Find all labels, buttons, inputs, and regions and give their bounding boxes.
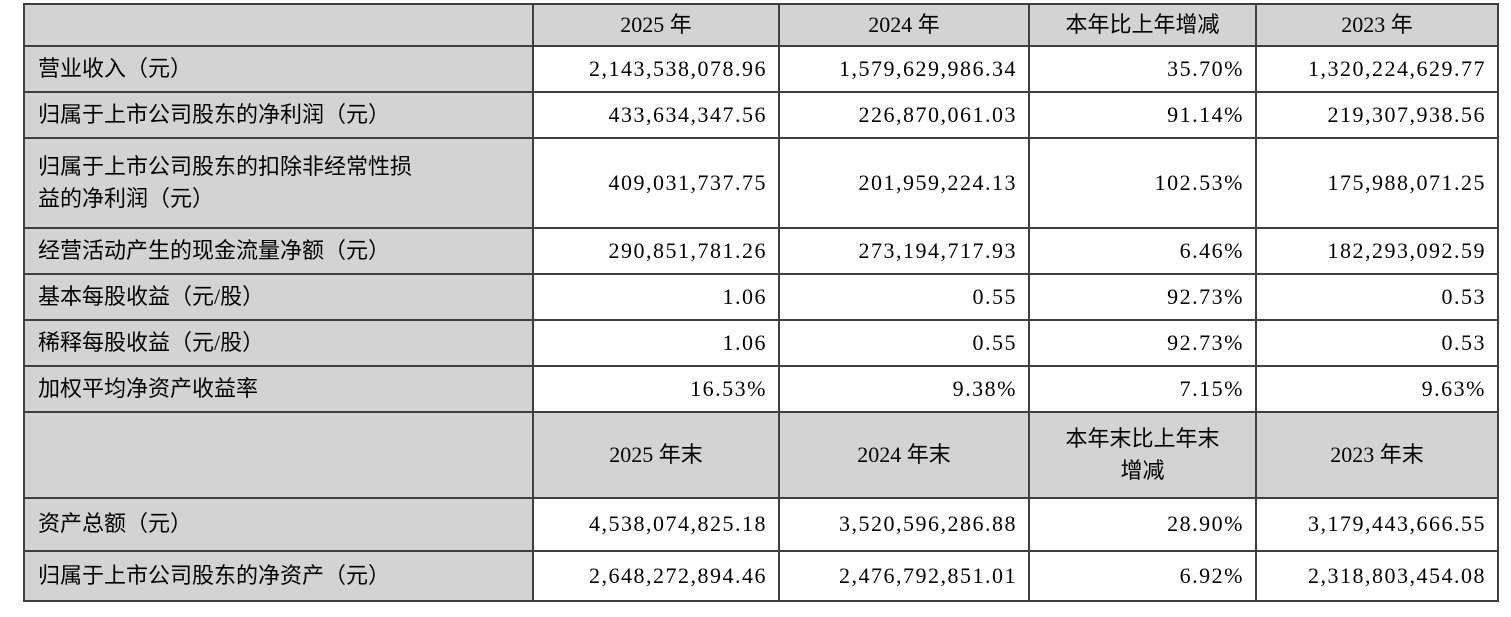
value-cell: 3,520,596,286.88 xyxy=(778,496,1030,552)
value-cell: 0.53 xyxy=(1255,272,1499,321)
table-row-revenue: 营业收入（元） 2,143,538,078.96 1,579,629,986.3… xyxy=(23,44,1499,93)
value-cell: 92.73% xyxy=(1028,318,1257,367)
value-cell: 1,579,629,986.34 xyxy=(778,44,1030,93)
value-cell: 273,194,717.93 xyxy=(778,226,1030,275)
table-row-weighted-avg-roe: 加权平均净资产收益率 16.53% 9.38% 7.15% 9.63% xyxy=(23,364,1499,413)
header-row-yearend: 2025 年末 2024 年末 本年末比上年末 增减 2023 年末 xyxy=(23,410,1499,499)
table-row-net-assets: 归属于上市公司股东的净资产（元） 2,648,272,894.46 2,476,… xyxy=(23,549,1499,602)
value-cell: 35.70% xyxy=(1028,44,1257,93)
row-label: 营业收入（元） xyxy=(23,44,534,93)
value-cell: 219,307,938.56 xyxy=(1255,90,1499,139)
value-cell: 102.53% xyxy=(1028,136,1257,229)
header-row-year: 2025 年 2024 年 本年比上年增减 2023 年 xyxy=(23,3,1499,47)
value-cell: 0.55 xyxy=(778,318,1030,367)
col-header-2023-end: 2023 年末 xyxy=(1255,410,1499,499)
value-cell: 4,538,074,825.18 xyxy=(532,496,780,552)
value-cell: 226,870,061.03 xyxy=(778,90,1030,139)
col-header-2024-end: 2024 年末 xyxy=(778,410,1030,499)
table-row-diluted-eps: 稀释每股收益（元/股） 1.06 0.55 92.73% 0.53 xyxy=(23,318,1499,367)
table-row-net-profit: 归属于上市公司股东的净利润（元） 433,634,347.56 226,870,… xyxy=(23,90,1499,139)
value-cell: 92.73% xyxy=(1028,272,1257,321)
row-label: 归属于上市公司股东的扣除非经常性损 益的净利润（元） xyxy=(23,136,534,229)
row-label: 资产总额（元） xyxy=(23,496,534,552)
value-cell: 2,143,538,078.96 xyxy=(532,44,780,93)
value-cell: 0.55 xyxy=(778,272,1030,321)
value-cell: 1.06 xyxy=(532,272,780,321)
value-cell: 175,988,071.25 xyxy=(1255,136,1499,229)
value-cell: 2,648,272,894.46 xyxy=(532,549,780,602)
col-header-2025: 2025 年 xyxy=(532,3,780,47)
value-cell: 3,179,443,666.55 xyxy=(1255,496,1499,552)
value-cell: 16.53% xyxy=(532,364,780,413)
row-label: 归属于上市公司股东的净利润（元） xyxy=(23,90,534,139)
col-header-2025-end: 2025 年末 xyxy=(532,410,780,499)
col-header-2024: 2024 年 xyxy=(778,3,1030,47)
value-cell: 28.90% xyxy=(1028,496,1257,552)
value-cell: 2,318,803,454.08 xyxy=(1255,549,1499,602)
col-header-blank xyxy=(23,3,534,47)
value-cell: 290,851,781.26 xyxy=(532,226,780,275)
value-cell: 201,959,224.13 xyxy=(778,136,1030,229)
col-header-yearend-change: 本年末比上年末 增减 xyxy=(1028,410,1257,499)
value-cell: 433,634,347.56 xyxy=(532,90,780,139)
row-label: 经营活动产生的现金流量净额（元） xyxy=(23,226,534,275)
value-cell: 9.38% xyxy=(778,364,1030,413)
value-cell: 0.53 xyxy=(1255,318,1499,367)
value-cell: 409,031,737.75 xyxy=(532,136,780,229)
value-cell: 9.63% xyxy=(1255,364,1499,413)
row-label: 归属于上市公司股东的净资产（元） xyxy=(23,549,534,602)
table-row-total-assets: 资产总额（元） 4,538,074,825.18 3,520,596,286.8… xyxy=(23,496,1499,552)
value-cell: 91.14% xyxy=(1028,90,1257,139)
table-row-basic-eps: 基本每股收益（元/股） 1.06 0.55 92.73% 0.53 xyxy=(23,272,1499,321)
value-cell: 2,476,792,851.01 xyxy=(778,549,1030,602)
value-cell: 7.15% xyxy=(1028,364,1257,413)
value-cell: 6.46% xyxy=(1028,226,1257,275)
financial-summary-table: 2025 年 2024 年 本年比上年增减 2023 年 营业收入（元） 2,1… xyxy=(23,3,1499,602)
table-row-net-profit-excl-nonrecurring: 归属于上市公司股东的扣除非经常性损 益的净利润（元） 409,031,737.7… xyxy=(23,136,1499,229)
value-cell: 182,293,092.59 xyxy=(1255,226,1499,275)
value-cell: 6.92% xyxy=(1028,549,1257,602)
row-label: 稀释每股收益（元/股） xyxy=(23,318,534,367)
row-label: 加权平均净资产收益率 xyxy=(23,364,534,413)
col-header-blank xyxy=(23,410,534,499)
col-header-2023: 2023 年 xyxy=(1255,3,1499,47)
col-header-yoy-change: 本年比上年增减 xyxy=(1028,3,1257,47)
row-label: 基本每股收益（元/股） xyxy=(23,272,534,321)
table-row-operating-cash-flow: 经营活动产生的现金流量净额（元） 290,851,781.26 273,194,… xyxy=(23,226,1499,275)
value-cell: 1.06 xyxy=(532,318,780,367)
value-cell: 1,320,224,629.77 xyxy=(1255,44,1499,93)
